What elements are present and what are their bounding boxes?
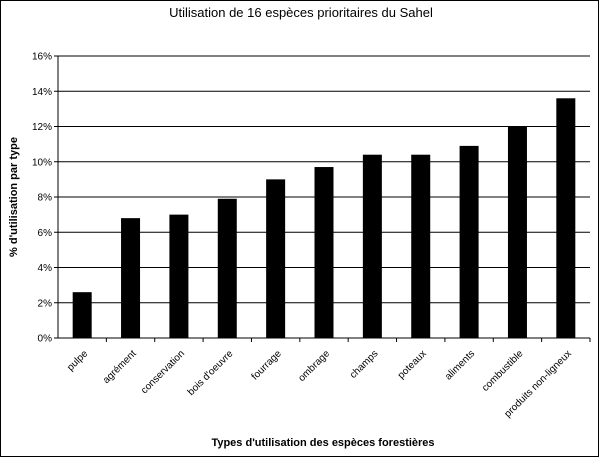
- bar: [314, 167, 334, 338]
- bar: [169, 214, 189, 338]
- bar: [362, 154, 382, 338]
- x-tick-label: poteaux: [396, 348, 429, 381]
- x-axis-title: Types d'utilisation des espèces forestiè…: [211, 437, 434, 449]
- y-tick-label: 4%: [38, 263, 53, 274]
- chart-title: Utilisation de 16 espèces prioritaires d…: [169, 5, 433, 20]
- y-tick-label: 8%: [38, 193, 53, 204]
- bar: [556, 98, 576, 338]
- bar: [411, 154, 431, 338]
- x-tick-label: agrément: [101, 348, 139, 386]
- y-tick-label: 16%: [32, 52, 52, 63]
- y-tick-label: 6%: [38, 228, 53, 239]
- bar: [121, 218, 141, 338]
- x-tick-label: ombrage: [296, 348, 332, 384]
- y-tick-label: 2%: [38, 298, 53, 309]
- axes-layer: [54, 55, 591, 342]
- bar: [507, 126, 527, 338]
- y-tick-label: 14%: [32, 87, 52, 98]
- y-tick-labels: 0% 2% 4% 6% 8% 10% 12% 14% 16%: [32, 52, 52, 345]
- bars-layer: [72, 98, 576, 338]
- bar: [266, 179, 286, 338]
- bar: [217, 198, 237, 338]
- x-tick-label: bois d'oeuvre: [186, 348, 236, 398]
- y-tick-label: 10%: [32, 157, 52, 168]
- y-tick-label: 12%: [32, 122, 52, 133]
- x-tick-label: aliments: [443, 348, 477, 382]
- y-axis-title: % d'utilisation par type: [8, 137, 20, 257]
- x-tick-label: combustible: [480, 348, 526, 394]
- y-tick-label: 0%: [38, 334, 53, 345]
- x-tick-label: fourrage: [250, 348, 284, 382]
- x-tick-label: champs: [348, 348, 381, 381]
- bar: [459, 145, 479, 338]
- x-tick-label: pulpe: [65, 348, 90, 373]
- bar: [72, 292, 92, 338]
- x-tick-label: conservation: [139, 348, 187, 396]
